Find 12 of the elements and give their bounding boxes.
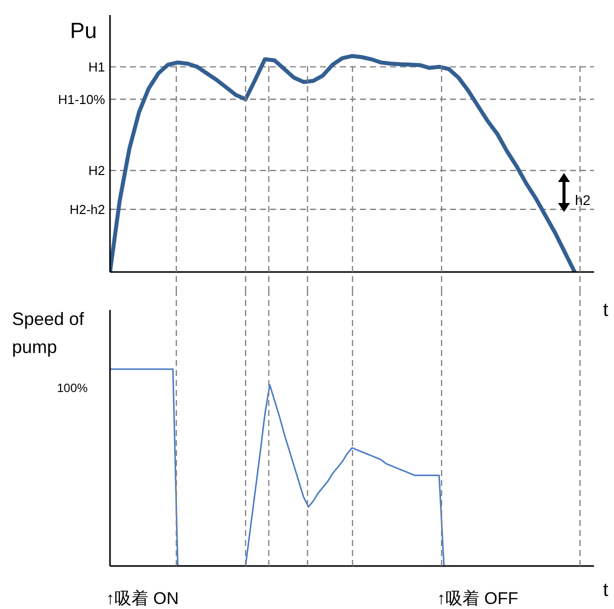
text: 100% (57, 381, 88, 395)
text: ↑吸着 ON (106, 588, 179, 609)
ref-line-label: H2 (88, 163, 105, 178)
y-axis-title: Pu (70, 17, 98, 45)
x-axis-title: t (603, 580, 608, 602)
y-axis-title: Speed of pump (12, 308, 86, 359)
annotation: h2 (575, 192, 591, 208)
x-axis-title: t (603, 300, 608, 322)
ref-line-label: H1-10% (58, 92, 106, 107)
ref-line-label: H1 (88, 59, 105, 74)
ref-line-label: H2-h2 (70, 202, 105, 217)
text: ↑吸着 OFF (437, 588, 518, 609)
